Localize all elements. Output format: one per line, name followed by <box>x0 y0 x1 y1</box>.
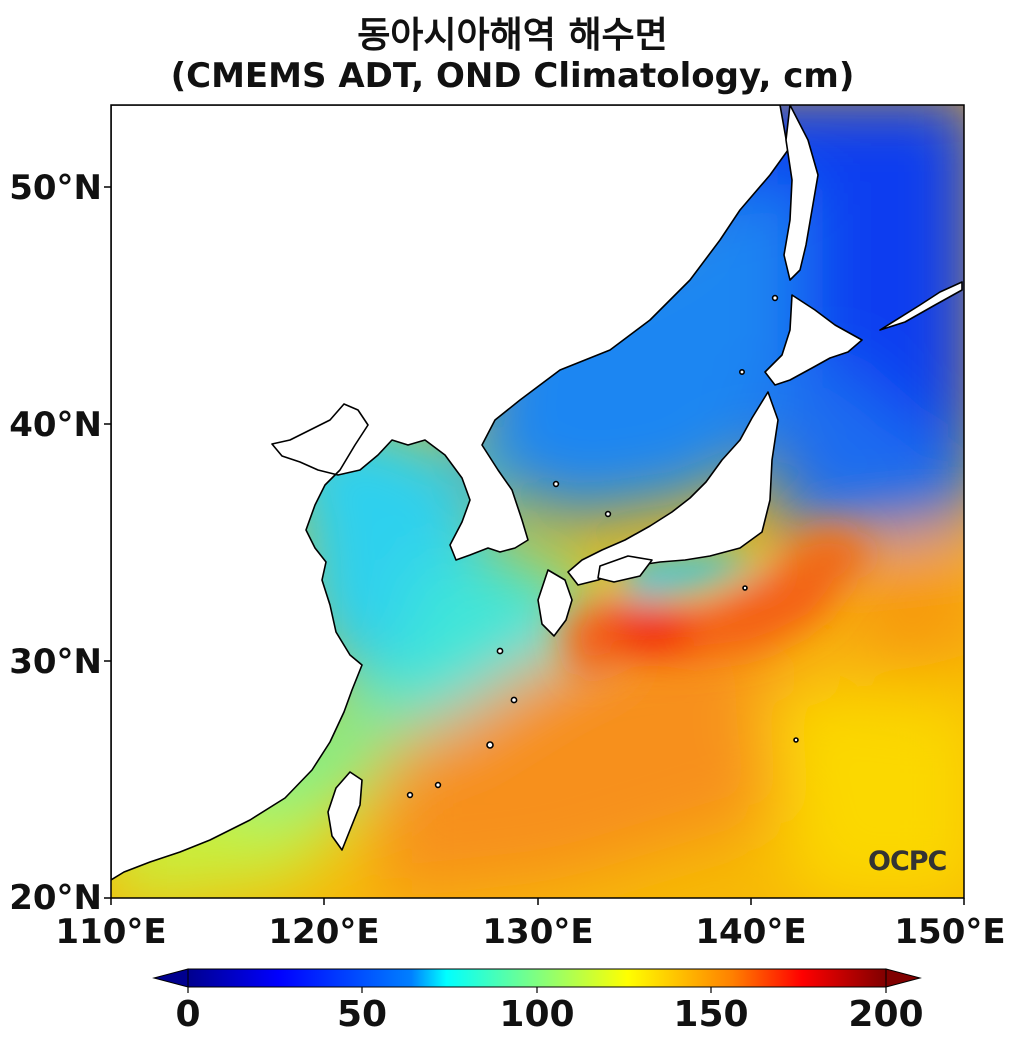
lon-label-110e: 110°E <box>55 912 167 952</box>
colorbar <box>152 968 922 993</box>
honshu-island <box>567 391 779 586</box>
map-title-line1: 동아시아해역 해수면 <box>357 15 668 56</box>
sakhalin-island <box>783 105 819 281</box>
lat-label-50n: 50°N <box>9 168 102 208</box>
colorbar-label-0: 0 <box>175 994 201 1035</box>
colorbar-label-150: 150 <box>673 994 749 1035</box>
map-title-line2: (CMEMS ADT, OND Climatology, cm) <box>170 56 855 96</box>
kyushu-island <box>537 569 573 637</box>
colorbar-label-200: 200 <box>848 994 924 1035</box>
taiwan-island <box>327 771 363 851</box>
lat-label-40n: 40°N <box>9 405 102 445</box>
shikoku-island <box>597 555 653 583</box>
axis-ticks <box>104 186 965 905</box>
lat-label-20n: 20°N <box>9 878 102 918</box>
hokkaido-island <box>764 294 863 386</box>
colorbar-label-50: 50 <box>336 994 388 1035</box>
ocpc-watermark: OCPC <box>868 846 947 877</box>
lon-label-150e: 150°E <box>894 912 1006 952</box>
lat-label-30n: 30°N <box>9 642 102 682</box>
asia-mainland <box>111 105 789 881</box>
lon-label-130e: 130°E <box>482 912 594 952</box>
colorbar-label-100: 100 <box>499 994 575 1035</box>
lon-label-140e: 140°E <box>695 912 807 952</box>
land-masses <box>111 105 963 881</box>
lon-label-120e: 120°E <box>268 912 380 952</box>
